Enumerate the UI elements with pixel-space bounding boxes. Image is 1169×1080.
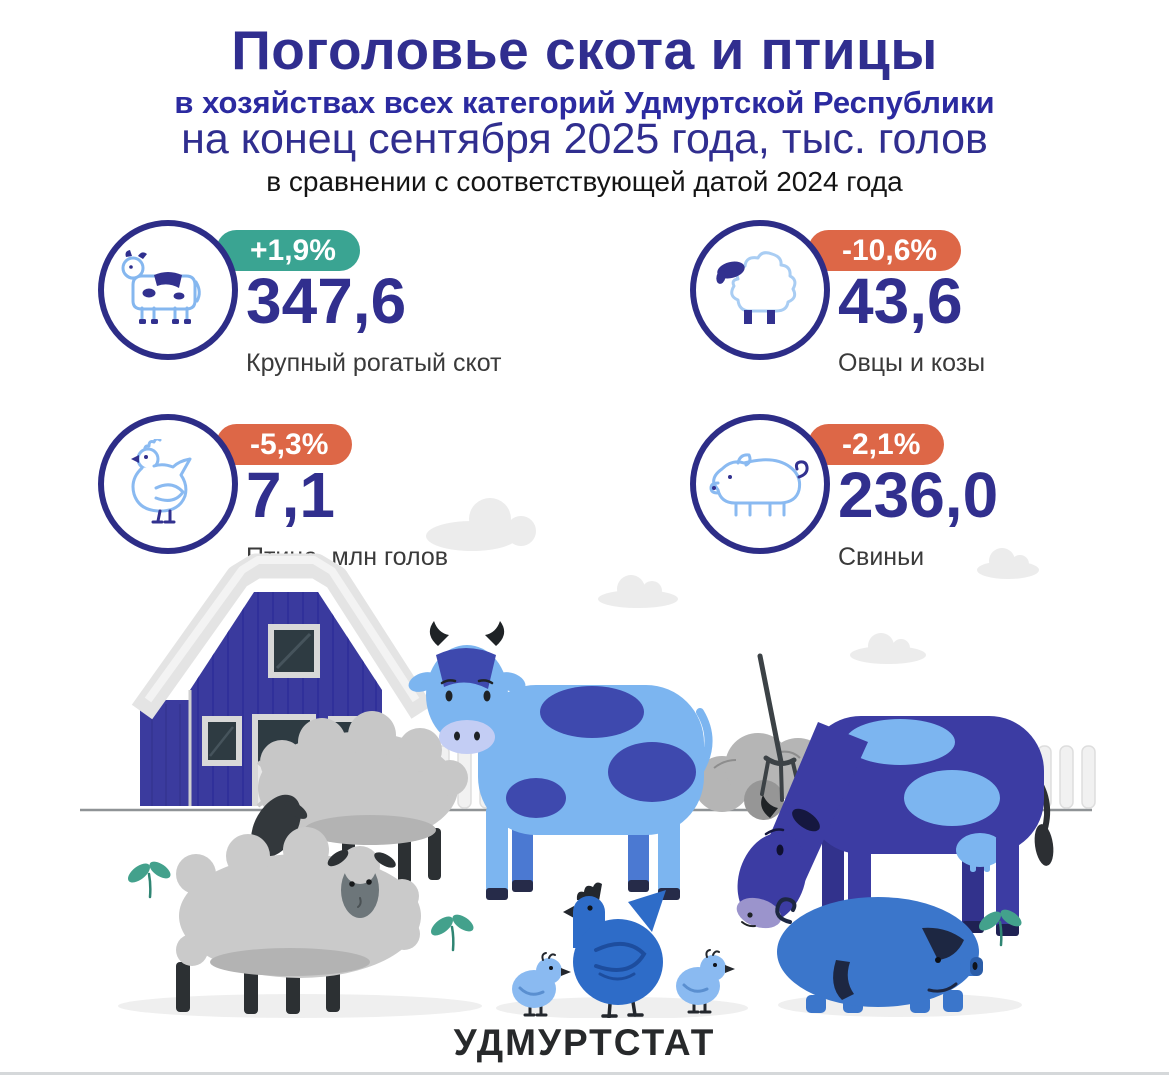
cow-icon [98, 220, 238, 360]
change-badge: +1,9% [216, 230, 360, 271]
standing-cow-illustration [408, 621, 713, 900]
chicken-icon [98, 414, 238, 554]
subtitle-comparison: в сравнении с соответствующей датой 2024… [266, 166, 903, 197]
bottom-divider [0, 1072, 1169, 1075]
page-title: Поголовье скота и птицы [231, 19, 938, 81]
cloud [598, 575, 678, 608]
stat-value: 7,1 [246, 459, 335, 531]
publisher-name: УДМУРТСТАТ [453, 1022, 716, 1063]
cow-icon-drawing [121, 250, 201, 324]
leaf-sprig [128, 861, 171, 899]
pig-icon-drawing [709, 453, 809, 517]
stat-value: 43,6 [838, 265, 963, 337]
chick-illustration [512, 952, 571, 1017]
stat-label: Овцы и козы [838, 349, 986, 377]
cloud [850, 633, 926, 664]
stat-value: 236,0 [838, 459, 999, 531]
farm-scene-illustration [80, 498, 1096, 1018]
sheep-icon [690, 220, 830, 360]
standing-sheep-illustration [176, 827, 421, 1014]
pig-illustration [775, 897, 983, 1013]
leaf-sprig [979, 909, 1022, 947]
stat-cattle: +1,9% 347,6 Кр [98, 220, 658, 395]
change-badge: -2,1% [808, 424, 945, 465]
stat-sheep-goats: -10,6% 43,6 Овцы и козы [690, 220, 1169, 395]
stat-pigs: -2,1% 236,0 Свиньи [690, 414, 1169, 589]
stat-poultry: -5,3% 7,1 Птица, млн голов [98, 414, 658, 589]
stat-label: Свиньи [838, 543, 925, 571]
subtitle-region: в хозяйствах всех категорий Удмуртской Р… [174, 85, 995, 120]
chick-illustration [676, 949, 735, 1014]
stat-value: 347,6 [246, 265, 407, 337]
subtitle-period: на конец сентября 2025 года, тыс. голов [181, 115, 988, 163]
change-badge: -10,6% [808, 230, 962, 271]
grazing-cow-illustration [736, 716, 1054, 939]
leaf-sprig [431, 914, 474, 952]
cloud [977, 548, 1039, 579]
chicken-icon-drawing [131, 439, 192, 524]
change-badge: -5,3% [216, 424, 353, 465]
sheep-icon-drawing [716, 251, 797, 324]
pig-icon [690, 414, 830, 554]
stat-label: Крупный рогатый скот [246, 349, 502, 377]
cloud [426, 498, 536, 551]
hen-illustration [563, 882, 666, 1018]
